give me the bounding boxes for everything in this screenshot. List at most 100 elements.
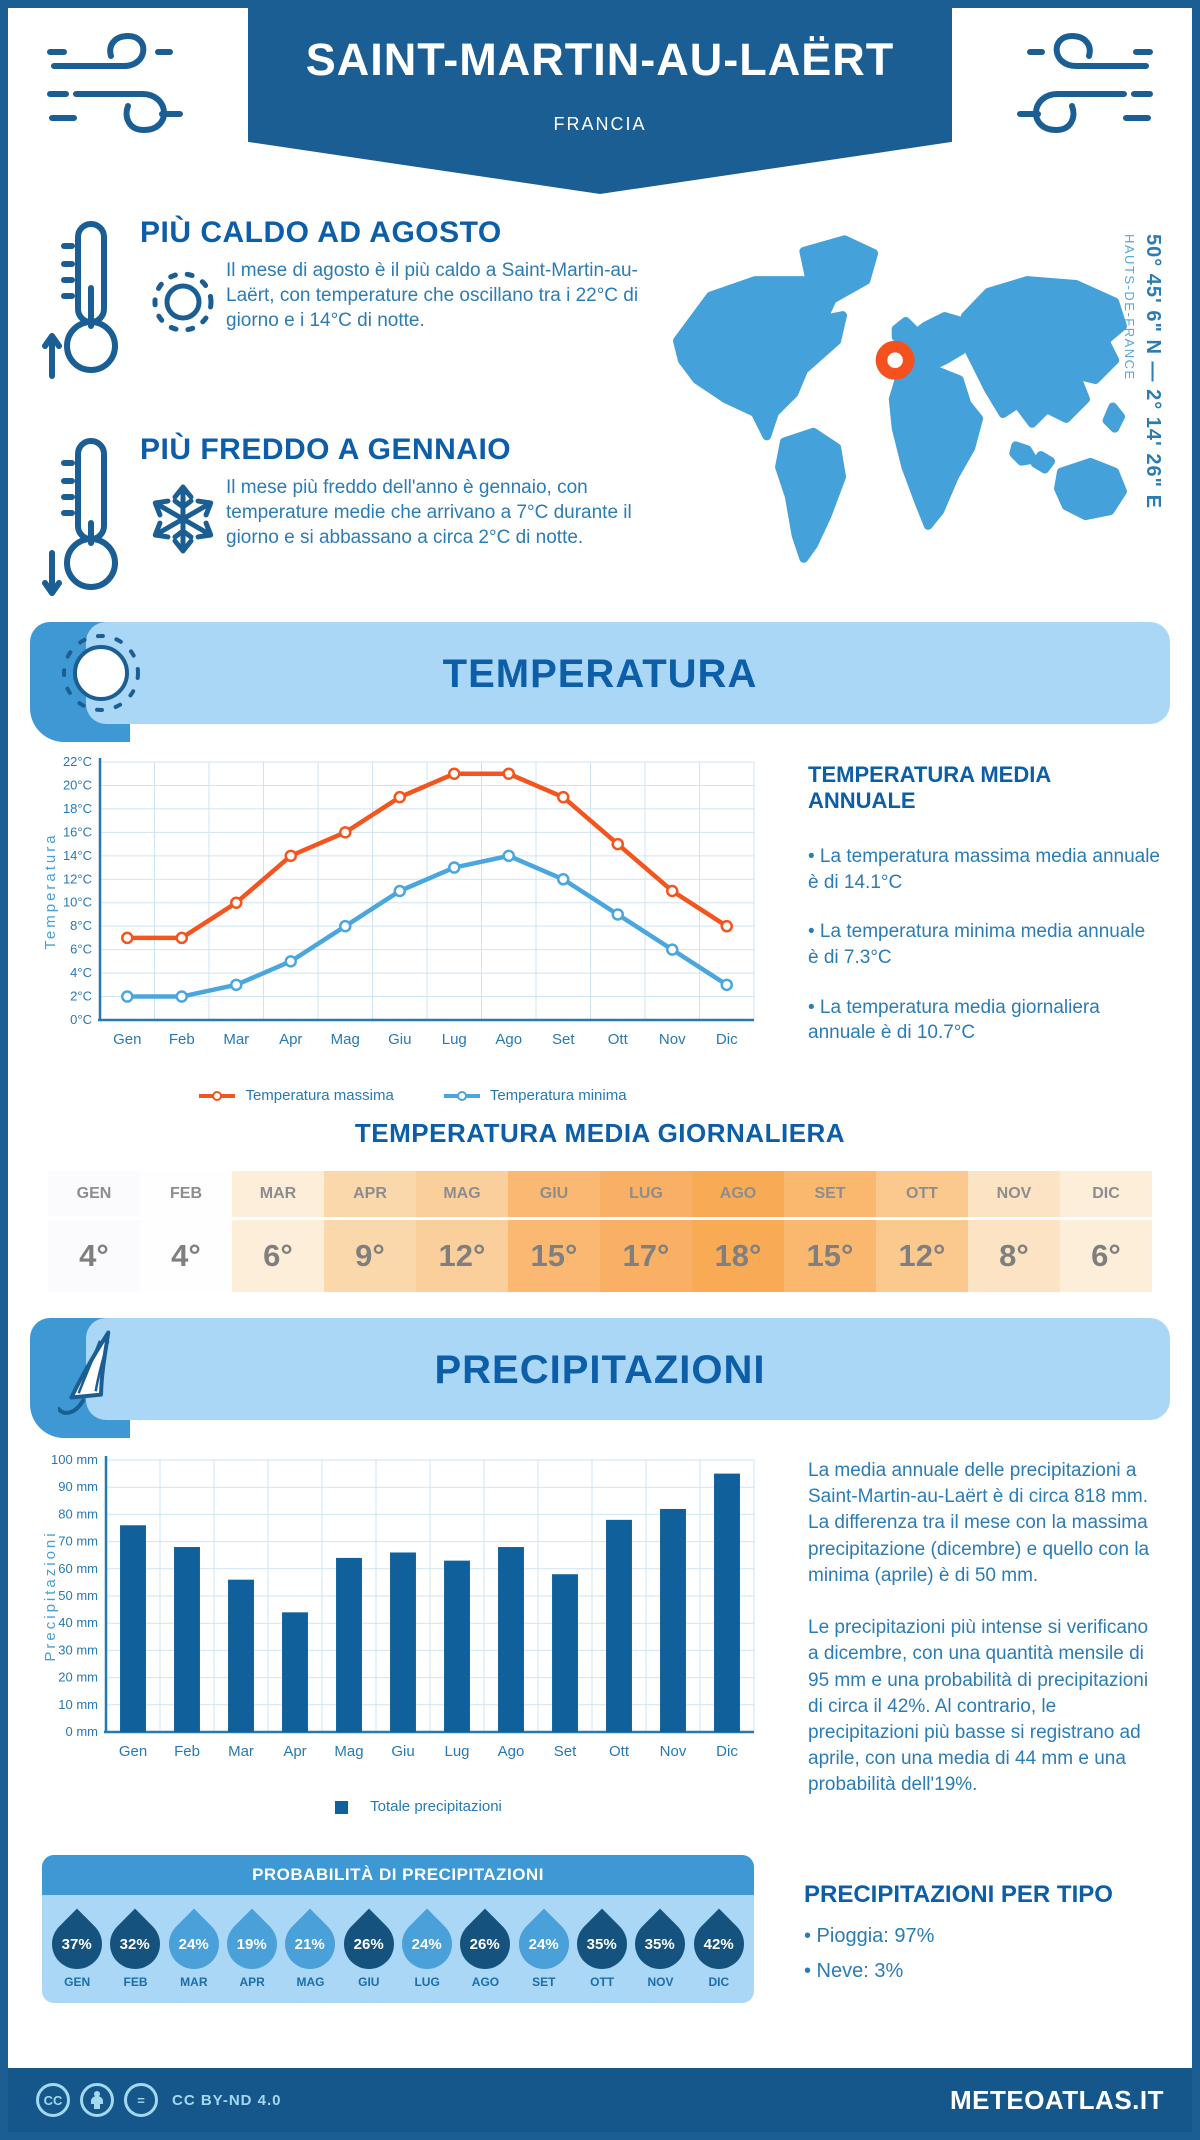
brand-label: METEOATLAS.IT — [949, 2084, 1164, 2115]
daily-column-mar: MAR 6° — [232, 1171, 324, 1292]
svg-text:Temperatura: Temperatura — [42, 832, 59, 949]
raindrop-icon: 24% — [391, 1908, 463, 1979]
daily-column-dic: DIC 6° — [1060, 1171, 1152, 1292]
svg-text:Lug: Lug — [442, 1031, 467, 1048]
daily-month-label: OTT — [876, 1171, 968, 1217]
daily-temp-value: 6° — [1060, 1220, 1152, 1292]
precipitation-paragraph-2: Le precipitazioni più intense si verific… — [808, 1617, 1149, 1796]
bar-Set — [552, 1574, 578, 1732]
raindrop-icon: 32% — [100, 1908, 171, 1979]
annual-aside: TEMPERATURA MEDIA ANNUALE • La temperatu… — [782, 748, 1166, 1104]
coldest-month-block: PIÙ FREDDO A GENNAIO — [42, 433, 652, 608]
bar-Nov — [660, 1508, 686, 1732]
drop-month-label: LUG — [414, 1974, 440, 1989]
coldest-title: PIÙ FREDDO A GENNAIO — [140, 433, 512, 466]
temperature-section-header: TEMPERATURA — [30, 622, 1170, 742]
probability-column-mar: 24% MAR — [158, 1905, 230, 1989]
umbrella-icon — [56, 1326, 144, 1427]
cc-nd-icon: = — [124, 2083, 158, 2117]
daily-column-mag: MAG 12° — [416, 1171, 508, 1292]
temperature-section-title: TEMPERATURA — [442, 652, 758, 696]
svg-text:Ott: Ott — [608, 1031, 629, 1048]
svg-text:Apr: Apr — [279, 1031, 302, 1048]
probability-column-feb: 32% FEB — [100, 1905, 171, 1989]
svg-text:0 mm: 0 mm — [66, 1724, 99, 1739]
daily-month-label: DIC — [1060, 1171, 1152, 1217]
daily-month-label: GEN — [48, 1171, 140, 1217]
daily-temp-value: 12° — [416, 1220, 508, 1292]
coldest-text: Il mese più freddo dell'anno è gennaio, … — [226, 477, 632, 549]
bar-Giu — [390, 1552, 416, 1732]
svg-text:Ago: Ago — [498, 1743, 525, 1760]
bar-Ago — [498, 1547, 524, 1732]
drop-month-label: DIC — [708, 1974, 730, 1989]
svg-text:Nov: Nov — [659, 1031, 686, 1048]
daily-month-label: SET — [784, 1171, 876, 1217]
wind-icon — [1017, 32, 1153, 134]
raindrop-icon: 37% — [42, 1908, 113, 1979]
daily-month-label: MAG — [416, 1171, 508, 1217]
series-Temperatura massima — [125, 771, 729, 941]
svg-text:20 mm: 20 mm — [58, 1670, 98, 1685]
coordinates-block: HAUTS-DE-FRANCE 50° 45' 6" N — 2° 14' 26… — [1122, 234, 1164, 509]
drop-month-label: MAG — [296, 1974, 325, 1989]
svg-text:0°C: 0°C — [70, 1012, 92, 1027]
probability-column-giu: 26% GIU — [333, 1905, 405, 1989]
daily-temp-value: 8° — [968, 1220, 1060, 1292]
raindrop-icon: 42% — [683, 1908, 754, 1979]
temperature-chart: 0°C 2°C 4°C 6°C 8°C 10°C 12°C 14°C 16°C 18°C 20°C 2… — [42, 754, 755, 1048]
region-label: HAUTS-DE-FRANCE — [1122, 234, 1137, 381]
bar-Mag — [336, 1557, 362, 1732]
precipitation-legend: Totale precipitazioni — [42, 1798, 782, 1815]
daily-month-label: GIU — [508, 1171, 600, 1217]
coordinates-label: 50° 45' 6" N — 2° 14' 26" E — [1142, 234, 1164, 509]
daily-column-set: SET 15° — [784, 1171, 876, 1292]
highlights-column: PIÙ CALDO AD AGOSTO Il mese di agosto è … — [42, 204, 652, 596]
bar-Apr — [282, 1612, 308, 1732]
sun-small-icon — [140, 258, 226, 340]
daily-column-lug: LUG 17° — [600, 1171, 692, 1292]
probability-title: PROBABILITÀ DI PRECIPITAZIONI — [42, 1854, 754, 1895]
probability-column-set: 24% SET — [508, 1905, 580, 1989]
footer: CC = CC BY-ND 4.0 METEOATLAS.IT — [8, 2068, 1192, 2132]
cc-attribution-icon — [80, 2083, 114, 2117]
probability-column-ago: 26% AGO — [450, 1905, 521, 1989]
precipitation-section-header: PRECIPITAZIONI — [30, 1318, 1170, 1438]
drop-month-label: APR — [239, 1974, 265, 1989]
legend-item: Temperatura massima — [197, 1087, 394, 1104]
warmest-text: Il mese di agosto è il più caldo a Saint… — [226, 260, 639, 332]
daily-temp-value: 12° — [876, 1220, 968, 1292]
warmest-month-block: PIÙ CALDO AD AGOSTO Il mese di agosto è … — [42, 216, 652, 391]
svg-text:Ott: Ott — [609, 1743, 630, 1760]
thermometer-down-icon — [42, 433, 132, 608]
svg-text:10 mm: 10 mm — [58, 1697, 98, 1712]
drop-month-label: FEB — [123, 1974, 148, 1989]
daily-column-giu: GIU 15° — [508, 1171, 600, 1292]
svg-text:Gen: Gen — [113, 1031, 141, 1048]
svg-text:Set: Set — [552, 1031, 575, 1048]
svg-text:Mag: Mag — [334, 1743, 363, 1760]
legend-item: Temperatura minima — [442, 1087, 627, 1104]
daily-temp-value: 15° — [508, 1220, 600, 1292]
svg-text:70 mm: 70 mm — [58, 1534, 98, 1549]
svg-text:18°C: 18°C — [63, 801, 92, 816]
sun-icon — [58, 630, 144, 721]
svg-text:22°C: 22°C — [63, 754, 92, 769]
probability-column-mag: 21% MAG — [275, 1905, 346, 1989]
map-column: HAUTS-DE-FRANCE 50° 45' 6" N — 2° 14' 26… — [652, 204, 1166, 596]
probability-column-dic: 42% DIC — [683, 1905, 754, 1989]
svg-text:50 mm: 50 mm — [58, 1588, 98, 1603]
daily-month-label: FEB — [140, 1171, 232, 1217]
daily-column-nov: NOV 8° — [968, 1171, 1060, 1292]
section-bar-bg — [86, 1318, 1170, 1420]
bullet-item: • La temperatura minima media annuale è … — [808, 921, 1146, 968]
svg-text:20°C: 20°C — [63, 777, 92, 792]
daily-table: GEN 4° FEB 4° MAR 6° APR 9° MAG 12° GIU 15° LUG 17° AG… — [48, 1171, 1152, 1292]
section-bar-bg — [86, 622, 1170, 724]
bar-Ott — [606, 1519, 632, 1732]
raindrop-icon: 35% — [566, 1908, 638, 1979]
svg-text:Dic: Dic — [716, 1743, 738, 1760]
series-Temperatura minima — [125, 853, 729, 999]
bar-Lug — [444, 1560, 470, 1732]
